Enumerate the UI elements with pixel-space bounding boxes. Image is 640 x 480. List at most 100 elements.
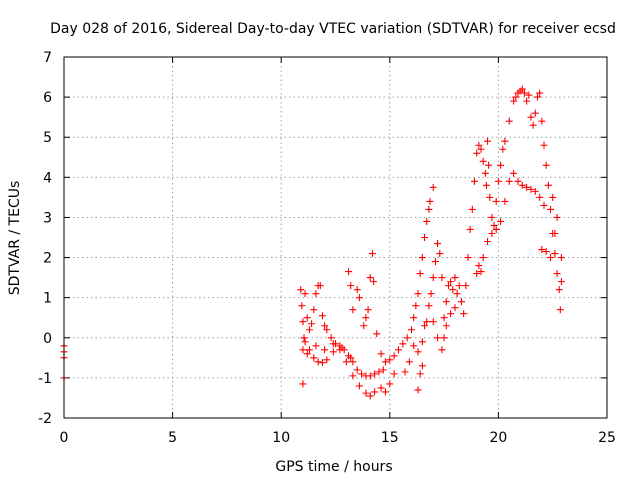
data-point: [366, 372, 374, 380]
data-point: [494, 177, 502, 185]
data-point: [414, 290, 422, 298]
grid-lines: [64, 57, 607, 418]
data-point: [462, 282, 470, 290]
data-point: [427, 290, 435, 298]
data-point: [347, 354, 355, 362]
data-point: [484, 137, 492, 145]
data-point: [429, 183, 437, 191]
data-point: [531, 109, 539, 117]
data-point: [475, 262, 483, 270]
data-point: [377, 350, 385, 358]
data-point: [460, 310, 468, 318]
data-point: [473, 270, 481, 278]
data-point: [405, 358, 413, 366]
data-point: [349, 358, 357, 366]
data-point: [499, 145, 507, 153]
x-axis-label: GPS time / hours: [275, 459, 392, 475]
data-point: [310, 354, 318, 362]
data-point: [375, 368, 383, 376]
data-points: [60, 85, 565, 400]
data-point: [527, 113, 535, 121]
data-point: [403, 334, 411, 342]
data-point: [429, 274, 437, 282]
data-point: [547, 254, 555, 262]
data-point: [425, 205, 433, 213]
data-point: [368, 250, 376, 258]
data-point: [300, 334, 308, 342]
data-point: [353, 366, 361, 374]
data-point: [297, 286, 305, 294]
data-point: [390, 370, 398, 378]
data-point: [338, 344, 346, 352]
x-tick-label: 15: [381, 430, 399, 446]
x-tick-label: 0: [60, 430, 69, 446]
data-point: [323, 326, 331, 334]
data-point: [485, 161, 493, 169]
y-tick-label: 5: [43, 130, 52, 146]
x-tick-label: 5: [168, 430, 177, 446]
data-point: [371, 370, 379, 378]
data-point: [520, 89, 528, 97]
data-point: [431, 258, 439, 266]
data-point: [312, 290, 320, 298]
data-point: [488, 229, 496, 237]
data-point: [440, 314, 448, 322]
data-point: [553, 213, 561, 221]
data-point: [429, 318, 437, 326]
data-point: [321, 322, 329, 330]
data-point: [418, 254, 426, 262]
data-point: [527, 185, 535, 193]
y-tick-label: -1: [38, 371, 52, 387]
data-point: [381, 358, 389, 366]
data-point: [477, 268, 485, 276]
plot-frame: [63, 56, 608, 419]
y-tick-label: 2: [43, 251, 52, 267]
data-point: [349, 372, 357, 380]
data-point: [486, 193, 494, 201]
data-point: [305, 326, 313, 334]
y-tick-label: 0: [43, 331, 52, 347]
data-point: [531, 187, 539, 195]
data-point: [447, 310, 455, 318]
x-tick-label: 10: [272, 430, 290, 446]
data-point: [497, 161, 505, 169]
data-point: [410, 342, 418, 350]
data-point: [426, 197, 434, 205]
axis-ticks: 0 5 10 15 20 25 -2 -1 0 1 2 3 4 5 6 7: [38, 50, 616, 446]
data-point: [299, 346, 307, 354]
data-point: [492, 197, 500, 205]
data-point: [301, 338, 309, 346]
data-point: [305, 346, 313, 354]
data-point: [355, 294, 363, 302]
data-point: [421, 322, 429, 330]
data-point: [442, 322, 450, 330]
data-point: [492, 225, 500, 233]
data-point: [366, 392, 374, 400]
data-point: [370, 278, 378, 286]
data-point: [394, 346, 402, 354]
data-point: [501, 197, 509, 205]
data-point: [518, 181, 526, 189]
data-point: [525, 91, 533, 99]
data-point: [551, 229, 559, 237]
data-point: [533, 93, 541, 101]
data-point: [362, 389, 370, 397]
data-point: [299, 380, 307, 388]
data-point: [436, 250, 444, 258]
data-point: [542, 248, 550, 256]
data-point: [529, 121, 537, 129]
data-point: [316, 282, 324, 290]
data-point: [540, 141, 548, 149]
data-point: [371, 388, 379, 396]
data-point: [538, 246, 546, 254]
data-point: [518, 85, 526, 93]
data-point: [512, 93, 520, 101]
data-point: [390, 352, 398, 360]
data-point: [414, 386, 422, 394]
data-point: [347, 282, 355, 290]
data-point: [423, 217, 431, 225]
data-point: [505, 117, 513, 125]
data-point: [327, 334, 335, 342]
